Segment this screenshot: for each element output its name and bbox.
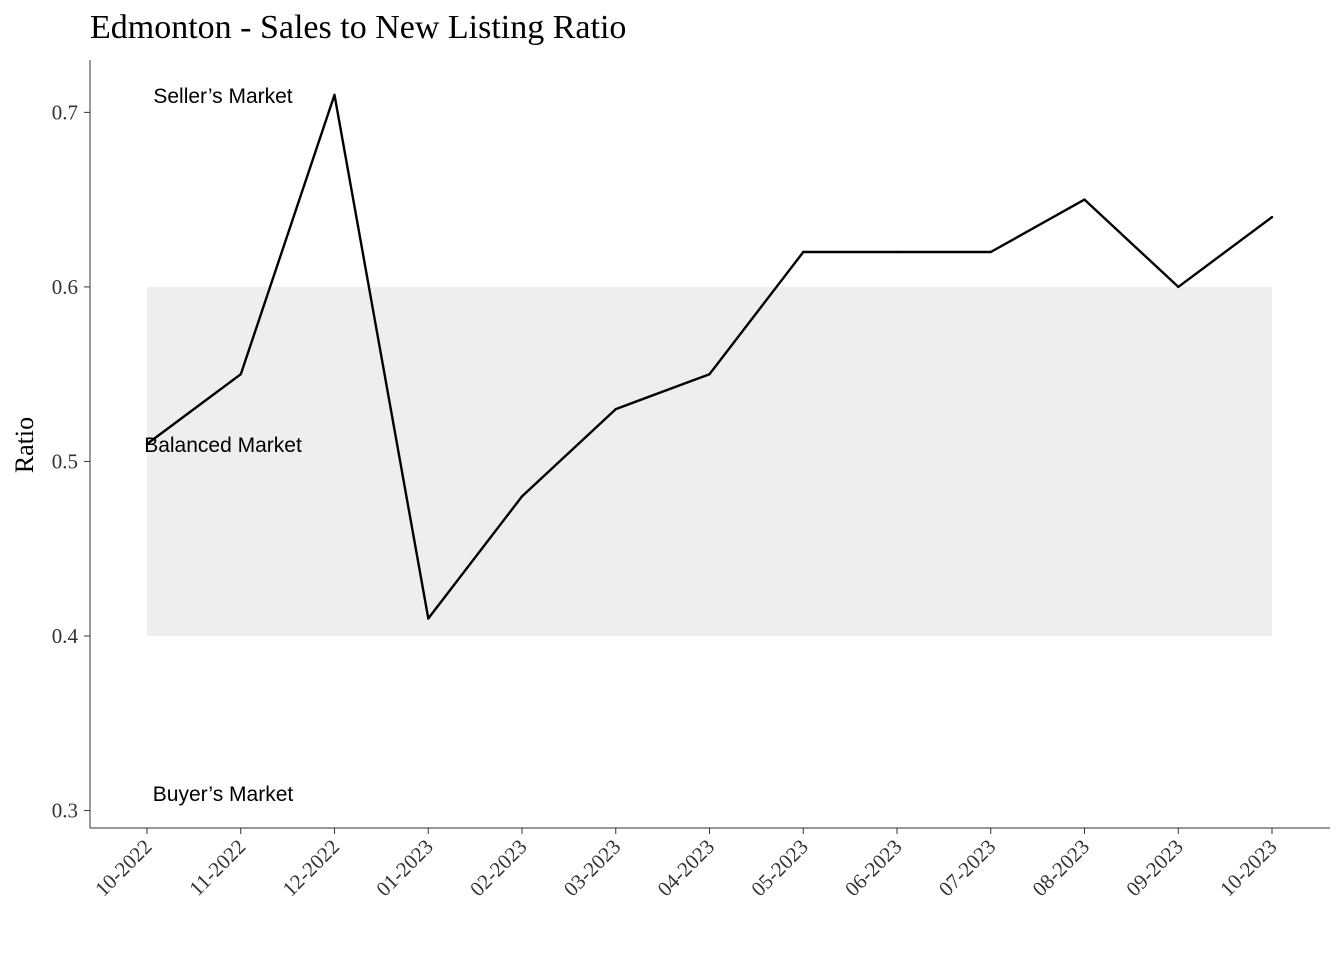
data-point (708, 372, 711, 376)
data-point (1083, 198, 1086, 201)
x-tick-label: 09-2023 (1121, 835, 1187, 901)
x-tick-label: 10-2023 (1215, 835, 1281, 901)
y-tick-label: 0.5 (52, 449, 78, 473)
x-tick-label: 03-2023 (559, 835, 625, 901)
data-point (333, 93, 336, 97)
data-point (520, 495, 524, 498)
x-tick-label: 04-2023 (653, 835, 719, 901)
data-point (239, 372, 242, 376)
x-tick-label: 01-2023 (371, 835, 437, 901)
data-point (1177, 285, 1180, 289)
series-layer (145, 93, 1274, 620)
data-point (989, 250, 992, 254)
y-tick-label: 0.7 (52, 100, 78, 124)
x-tick-label: 08-2023 (1028, 835, 1094, 901)
y-axis-title: Ratio (10, 417, 39, 473)
data-point (427, 617, 430, 620)
balanced-market-band (147, 286, 1272, 636)
y-tick-label: 0.4 (52, 624, 79, 648)
y-tick-label: 0.3 (52, 799, 78, 823)
balanced-band-layer (147, 286, 1272, 636)
data-point (802, 250, 805, 254)
y-tick-label: 0.6 (52, 275, 78, 299)
data-point (145, 442, 149, 446)
x-tick-label: 07-2023 (934, 835, 1000, 901)
annotation-sellers: Seller’s Market (153, 85, 292, 108)
annotation-layer: Seller’s Market Balanced Market Buyer’s Ma… (144, 85, 302, 806)
chart-title: Edmonton - Sales to New Listing Ratio (90, 9, 626, 46)
x-tick-label: 05-2023 (746, 835, 812, 901)
x-tick-label: 12-2022 (278, 835, 344, 901)
data-point (1270, 215, 1274, 219)
annotation-balanced: Balanced Market (144, 434, 302, 457)
annotation-buyers: Buyer’s Market (153, 783, 294, 806)
x-tick-label: 06-2023 (840, 835, 906, 901)
x-tick-label: 10-2022 (90, 835, 156, 901)
x-tick-label: 11-2022 (184, 835, 250, 901)
data-point (895, 250, 899, 254)
x-tick-label: 02-2023 (465, 835, 531, 901)
data-point (614, 407, 617, 411)
